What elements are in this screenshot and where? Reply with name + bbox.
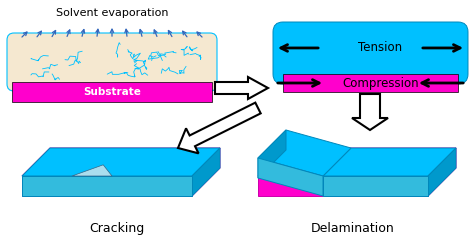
FancyBboxPatch shape (283, 74, 458, 92)
Polygon shape (258, 176, 428, 196)
Polygon shape (352, 94, 388, 130)
Polygon shape (72, 165, 112, 176)
Polygon shape (258, 130, 286, 178)
Text: Solvent evaporation: Solvent evaporation (56, 8, 168, 18)
FancyBboxPatch shape (273, 22, 468, 84)
Polygon shape (22, 148, 220, 176)
Polygon shape (428, 148, 456, 196)
Polygon shape (22, 176, 192, 196)
Polygon shape (258, 158, 323, 196)
Polygon shape (428, 148, 456, 196)
Text: Cracking: Cracking (90, 222, 145, 235)
Polygon shape (323, 148, 456, 176)
Polygon shape (258, 130, 351, 176)
FancyBboxPatch shape (12, 82, 212, 102)
Polygon shape (22, 176, 192, 196)
Text: Compression: Compression (342, 76, 419, 90)
Polygon shape (323, 176, 428, 196)
FancyBboxPatch shape (7, 33, 217, 91)
Polygon shape (215, 77, 268, 99)
Text: Substrate: Substrate (83, 87, 141, 97)
Polygon shape (22, 148, 220, 176)
Text: Delamination: Delamination (311, 222, 395, 235)
Polygon shape (178, 103, 261, 153)
Polygon shape (258, 148, 456, 176)
Text: Tension: Tension (358, 41, 402, 55)
Polygon shape (192, 148, 220, 196)
Polygon shape (192, 148, 220, 196)
